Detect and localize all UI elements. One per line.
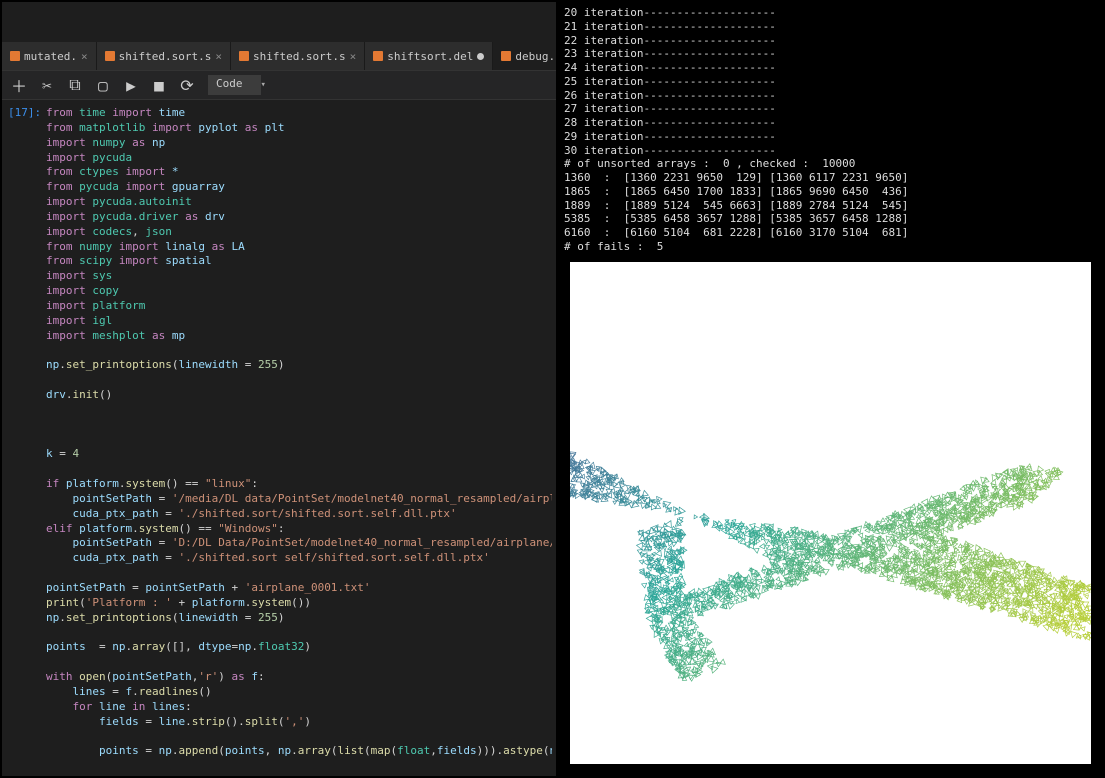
- code-cell-area: [17]: from time import time from matplot…: [2, 100, 556, 776]
- tab-label: shifted.sort.s: [119, 50, 212, 63]
- tab-shiftsort-del[interactable]: shiftsort.del: [365, 42, 493, 70]
- close-icon[interactable]: ×: [350, 50, 357, 63]
- console-output: 20 iteration-------------------- 21 iter…: [558, 2, 1103, 258]
- cut-icon[interactable]: ✂: [40, 78, 54, 92]
- stop-icon[interactable]: ■: [152, 78, 166, 92]
- tab-label: mutated.: [24, 50, 77, 63]
- tab-mutated-[interactable]: mutated. ×: [2, 42, 97, 70]
- copy-icon[interactable]: ⧉: [68, 78, 82, 92]
- notebook-icon: [10, 51, 20, 61]
- notebook-icon: [239, 51, 249, 61]
- restart-icon[interactable]: ⟳: [180, 78, 194, 92]
- output-pane: 20 iteration-------------------- 21 iter…: [558, 2, 1103, 776]
- tab-label: shiftsort.del: [387, 50, 473, 63]
- modified-dot-icon: [477, 53, 484, 60]
- editor-pane: mutated.×shifted.sort.s×shifted.sort.s×s…: [2, 2, 558, 776]
- notebook-icon: [501, 51, 511, 61]
- notebook-toolbar: ＋ ✂ ⧉ ▢ ▶ ■ ⟳ Code ▾: [2, 70, 556, 100]
- notebook-icon: [373, 51, 383, 61]
- tab-label: debug.ipynb: [515, 50, 556, 63]
- paste-icon[interactable]: ▢: [96, 78, 110, 92]
- code-cell[interactable]: [17]: from time import time from matplot…: [8, 106, 552, 776]
- close-icon[interactable]: ×: [81, 50, 88, 63]
- close-icon[interactable]: ×: [215, 50, 222, 63]
- code-content[interactable]: from time import time from matplotlib im…: [46, 106, 552, 776]
- tab-shifted-sort-s[interactable]: shifted.sort.s ×: [231, 42, 365, 70]
- tab-bar: mutated.×shifted.sort.s×shifted.sort.s×s…: [2, 42, 556, 70]
- add-cell-icon[interactable]: ＋: [12, 78, 26, 92]
- mesh-plot[interactable]: [570, 262, 1091, 765]
- tab-debug-ipynb[interactable]: debug.ipynb: [493, 42, 556, 70]
- airplane-mesh-svg: [570, 262, 1091, 764]
- notebook-icon: [105, 51, 115, 61]
- cell-prompt: [17]:: [8, 106, 46, 776]
- tab-shifted-sort-s[interactable]: shifted.sort.s×: [97, 42, 231, 70]
- chevron-down-icon: ▾: [261, 80, 266, 90]
- run-icon[interactable]: ▶: [124, 78, 138, 92]
- root: mutated.×shifted.sort.s×shifted.sort.s×s…: [0, 0, 1105, 778]
- tab-label: shifted.sort.s: [253, 50, 346, 63]
- cell-type-select[interactable]: Code: [208, 75, 261, 95]
